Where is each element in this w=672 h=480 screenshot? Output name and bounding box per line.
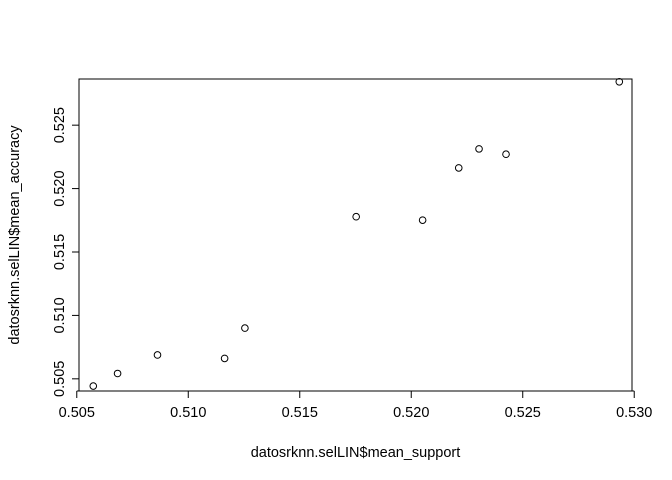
x-tick-label: 0.515 [282, 405, 318, 421]
y-axis-title: datosrknn.selLIN$mean_accuracy [7, 125, 23, 345]
y-tick-label: 0.505 [52, 361, 68, 397]
data-point [418, 216, 427, 224]
data-point [153, 351, 162, 359]
y-tick-label: 0.525 [52, 107, 68, 143]
x-tick-label: 0.520 [393, 405, 429, 421]
data-point [220, 354, 229, 363]
x-tick-label: 0.505 [59, 405, 95, 421]
data-point [454, 164, 463, 172]
data-point [89, 382, 98, 390]
x-tick-label: 0.530 [616, 405, 652, 421]
data-points [89, 77, 624, 390]
y-tick-label: 0.510 [52, 297, 68, 333]
x-axis-title: datosrknn.selLIN$mean_support [251, 445, 461, 461]
y-tick-label: 0.520 [52, 170, 68, 206]
data-point [502, 150, 510, 159]
x-tick-label: 0.525 [505, 405, 541, 421]
data-point [475, 145, 483, 153]
data-point [615, 77, 624, 86]
data-point [352, 212, 360, 221]
x-axis: 0.505 0.510 0.515 0.520 0.525 0.530 [59, 390, 652, 421]
data-point [241, 324, 249, 332]
plot-box [78, 78, 633, 392]
data-point [113, 369, 122, 378]
y-tick-label: 0.515 [52, 234, 68, 270]
x-tick-label: 0.510 [170, 405, 206, 421]
y-axis: 0.505 0.510 0.515 0.520 0.525 [52, 107, 80, 397]
